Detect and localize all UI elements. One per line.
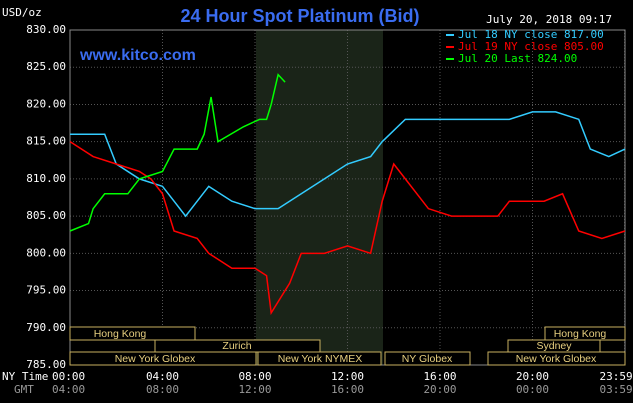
x2-tick-label: 20:00 (423, 383, 456, 396)
legend-label: Jul 20 Last 824.00 (458, 52, 577, 65)
y-tick-label: 790.00 (26, 321, 66, 334)
y-tick-label: 815.00 (26, 135, 66, 148)
y-tick-label: 825.00 (26, 60, 66, 73)
series-line (69, 73, 286, 232)
x2-tick-label: 04:00 (52, 383, 85, 396)
series-line (69, 141, 626, 316)
session-bar (384, 351, 471, 366)
session-bar (69, 351, 257, 366)
session-label: Hong Kong (94, 328, 147, 340)
y-tick-label: 830.00 (26, 23, 66, 36)
series-line (70, 111, 626, 218)
x2-tick-label: 08:00 (146, 383, 179, 396)
x2-tick-label: 12:00 (238, 383, 271, 396)
x-label: NY Time (2, 370, 48, 383)
y-tick-label: 820.00 (26, 97, 66, 110)
x-tick-label: 16:00 (423, 370, 456, 383)
y-unit: USD/oz (2, 6, 42, 19)
chart-title: 24 Hour Spot Platinum (Bid) (180, 6, 419, 26)
session-bar (487, 351, 626, 366)
session-label: NY Globex (402, 353, 453, 365)
y-tick-label: 785.00 (26, 358, 66, 371)
x2-tick-label: 16:00 (331, 383, 364, 396)
watermark: www.kitco.com (79, 47, 196, 64)
y-tick-label: 810.00 (26, 172, 66, 185)
x-tick-label: 00:00 (52, 370, 85, 383)
session-label: New York NYMEX (278, 353, 363, 365)
x-tick-label: 12:00 (331, 370, 364, 383)
timestamp: July 20, 2018 09:17 (486, 13, 612, 26)
x2-tick-label: 00:00 (516, 383, 549, 396)
x-tick-label: 04:00 (146, 370, 179, 383)
x-tick-label: 23:59 (599, 370, 632, 383)
legend-label: Jul 18 NY close 817.00 (458, 28, 604, 41)
session-label: New York Globex (516, 353, 597, 365)
session-bar (257, 351, 382, 366)
legend-label: Jul 19 NY close 805.00 (458, 40, 604, 53)
session-highlight (256, 30, 383, 365)
y-tick-label: 795.00 (26, 284, 66, 297)
session-label: Zurich (222, 340, 251, 352)
session-label: Hong Kong (554, 328, 607, 340)
y-tick-label: 805.00 (26, 209, 66, 222)
y-tick-label: 800.00 (26, 246, 66, 259)
x-tick-label: 20:00 (516, 370, 549, 383)
session-bar (69, 326, 196, 341)
sessions: Hong Kong Hong Kong Zurich Sydney New Yo… (69, 326, 626, 366)
session-label: New York Globex (115, 353, 196, 365)
x2-tick-label: 03:59 (599, 383, 632, 396)
x-tick-label: 08:00 (238, 370, 271, 383)
session-label: Sydney (536, 340, 572, 352)
x2-label: GMT (14, 383, 34, 396)
